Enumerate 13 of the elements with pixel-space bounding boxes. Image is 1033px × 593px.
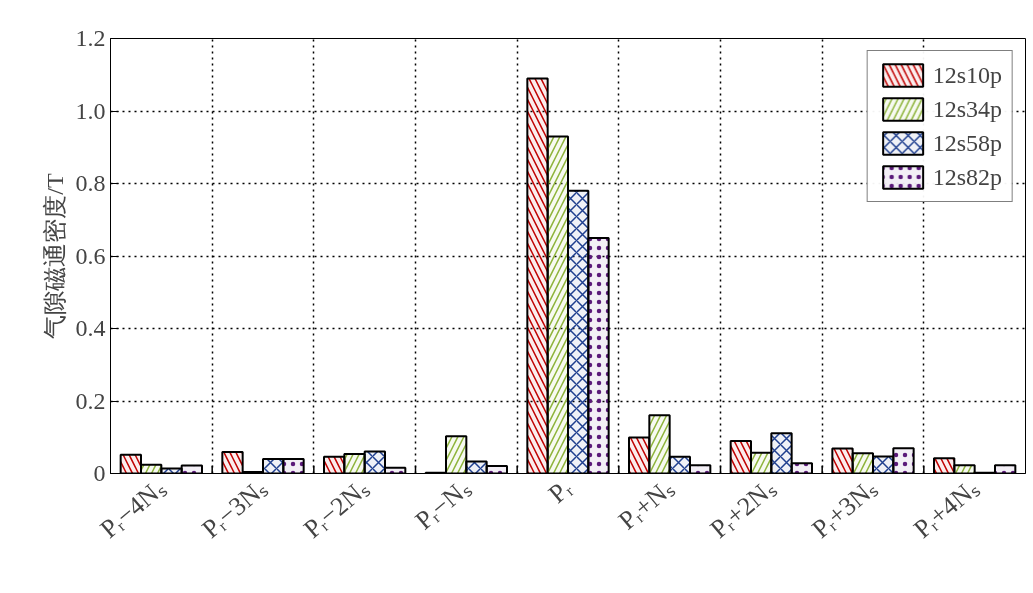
y-tick-label: 0.6 [75,242,106,269]
y-tick-label: 0.8 [75,170,106,196]
y-tick-label: 0.4 [75,315,106,341]
y-tick-label: 0 [93,460,106,486]
legend-label: 12s10p [932,61,1002,89]
legend-label: 12s34p [932,95,1002,123]
legend-label: 12s82p [932,163,1002,191]
y-tick-label: 1.2 [75,25,106,51]
x-tick-label: Pᵣ [543,473,578,509]
y-tick-label: 1.0 [75,97,106,124]
y-axis-title: 气隙磁通密度/T [41,173,68,339]
legend-label: 12s58p [932,129,1002,157]
y-tick-label: 0.2 [75,387,106,414]
